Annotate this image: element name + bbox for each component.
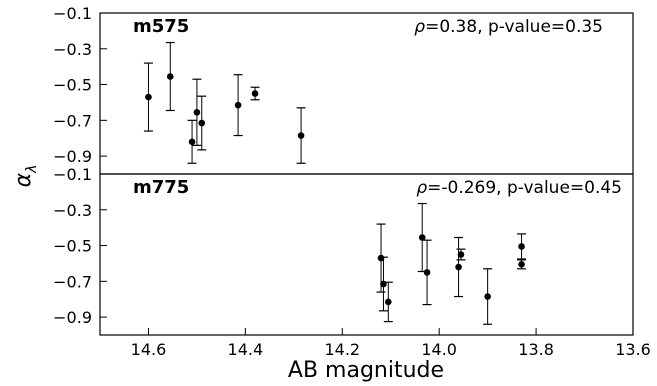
bottom-data-point [454, 236, 464, 298]
x-tick-label: 13.6 [615, 340, 651, 359]
top-panel-frame [99, 12, 634, 175]
bottom-panel-stats: ρ=-0.269, p-value=0.45 [416, 178, 622, 198]
bottom-y-tick-label: −0.3 [53, 201, 92, 220]
bottom-y-tick-label: −0.7 [53, 272, 92, 291]
top-y-tick-label: −0.5 [53, 76, 92, 95]
marker [297, 132, 305, 139]
bottom-data-point [483, 268, 493, 325]
y-axis-subscript: λ [24, 165, 40, 174]
bottom-data-point [456, 248, 466, 261]
top-data-point [296, 107, 306, 164]
marker [423, 269, 431, 276]
bottom-data-point [517, 259, 527, 270]
marker [518, 243, 525, 250]
bottom-data-point [378, 256, 388, 312]
bottom-y-tick-label: −0.9 [53, 308, 92, 327]
bottom-y-tick-label: −0.5 [53, 237, 92, 256]
top-data-point [192, 78, 202, 146]
top-data-point [233, 74, 243, 137]
marker [198, 119, 206, 127]
x-axis-title: AB magnitude [288, 358, 444, 383]
top-panel-stats: ρ=0.38, p-value=0.35 [414, 17, 603, 37]
bottom-data-point [376, 223, 386, 293]
bottom-y-tick-label: −0.1 [53, 165, 92, 184]
marker [484, 293, 491, 300]
top-y-tick-label: −0.3 [53, 40, 92, 59]
marker [234, 101, 242, 109]
ticks-layer: 14.6 14.4 14.2 14.0 13.8 13.6 −0.1 −0.3 −0.5 −0.7… [53, 4, 651, 359]
top-stats-text: =0.38, p-value=0.35 [425, 17, 603, 37]
marker [166, 73, 174, 80]
top-data-point [165, 41, 175, 112]
marker [455, 263, 462, 271]
bottom-data-point [422, 239, 432, 306]
marker [193, 108, 201, 116]
top-data-point [187, 119, 197, 164]
marker [457, 251, 465, 258]
bottom-data-point [517, 233, 527, 260]
bottom-data-point [383, 281, 393, 323]
top-y-tick-label: −0.9 [53, 147, 92, 166]
marker [418, 234, 426, 241]
marker [251, 90, 259, 97]
top-data-point [197, 95, 207, 151]
top-data-point [250, 86, 260, 101]
marker [385, 298, 392, 306]
x-tick-label: 14.0 [421, 340, 457, 359]
bottom-panel-label: m775 [133, 177, 189, 198]
top-y-tick-label: −0.1 [53, 4, 92, 23]
bottom-panel-frame [99, 173, 634, 336]
top-panel-label: m575 [133, 16, 189, 37]
marker [377, 254, 385, 262]
top-y-tick-label: −0.7 [53, 111, 92, 130]
x-tick-label: 13.8 [518, 340, 554, 359]
bottom-data-point [417, 202, 427, 273]
bottom-rho-symbol: ρ [416, 178, 427, 198]
marker [145, 93, 152, 101]
bottom-stats-text: =-0.269, p-value=0.45 [427, 178, 622, 198]
y-axis-title: αλ [11, 165, 40, 188]
marker [188, 138, 196, 146]
x-tick-label: 14.6 [131, 340, 167, 359]
top-data-point [143, 62, 153, 132]
x-tick-label: 14.4 [228, 340, 264, 359]
points-layer [143, 41, 527, 325]
x-tick-label: 14.2 [324, 340, 360, 359]
top-rho-symbol: ρ [414, 17, 425, 37]
marker [518, 261, 525, 268]
y-axis-symbol: α [11, 172, 36, 187]
